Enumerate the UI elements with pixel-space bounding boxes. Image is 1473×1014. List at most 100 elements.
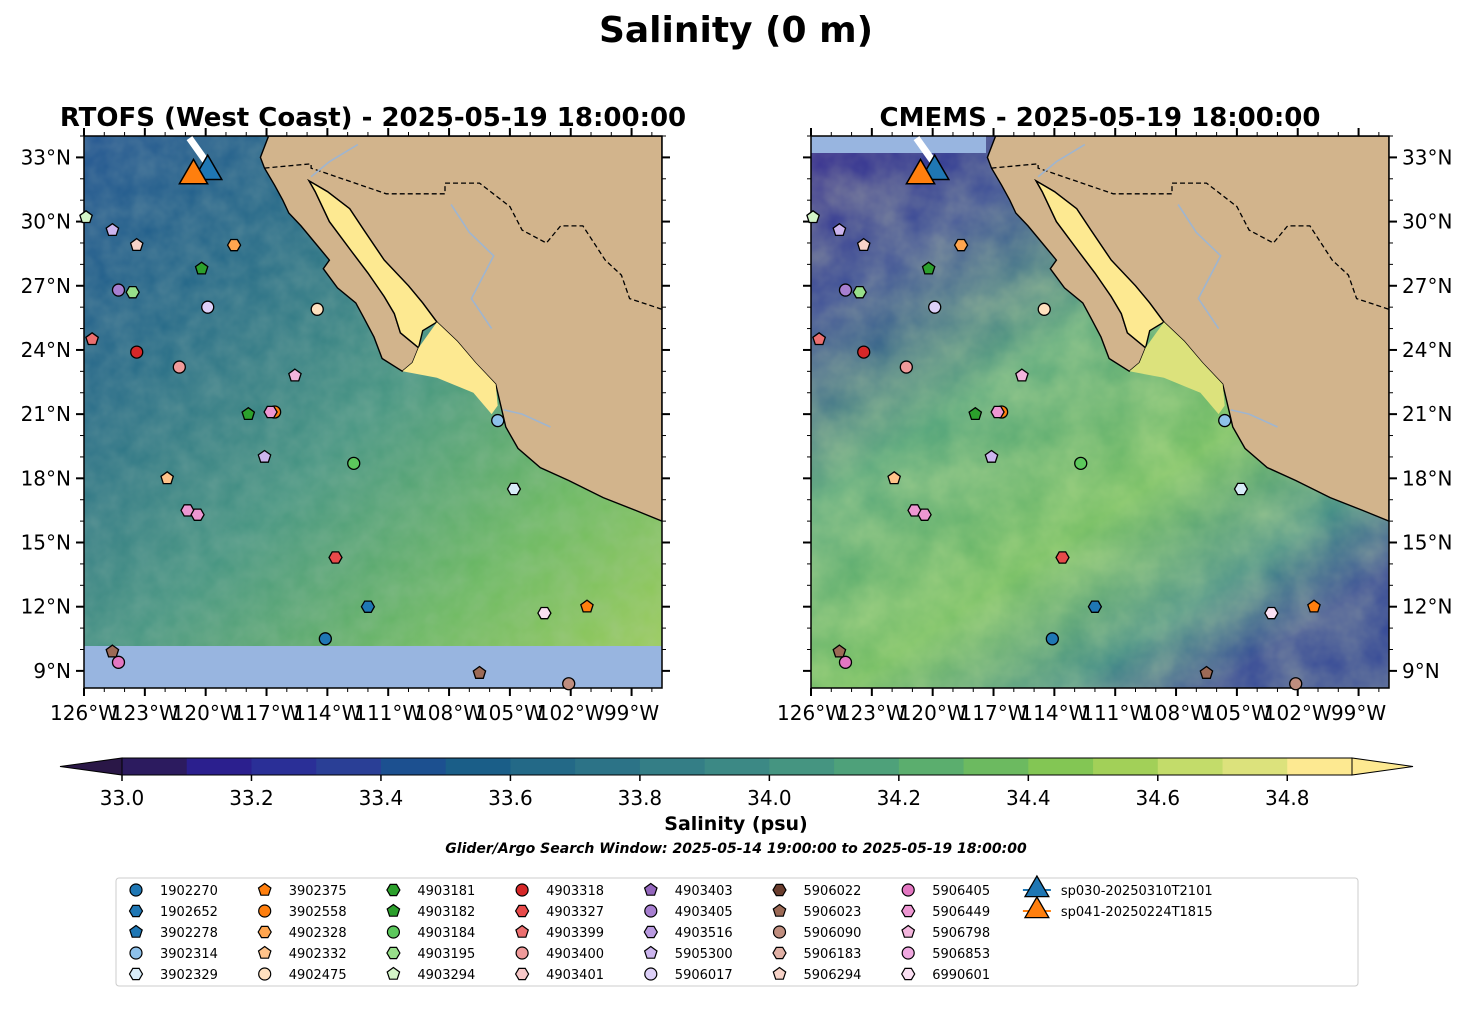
point-4902475-cmems bbox=[1037, 302, 1051, 316]
legend-item-1902652: 1902652 bbox=[128, 904, 218, 920]
legend-item-4903294: 4903294 bbox=[386, 966, 475, 983]
colorbar-bin bbox=[316, 758, 382, 775]
point-3902329-rtofs bbox=[506, 482, 522, 496]
nodata-band-cmems bbox=[811, 136, 986, 153]
colorbar-tick-label: 34.0 bbox=[747, 786, 792, 810]
point-4903195-rtofs bbox=[125, 285, 140, 299]
point-4903318-rtofs bbox=[130, 345, 144, 359]
legend-marker bbox=[386, 903, 401, 917]
x-tick-label-rtofs: 105°W bbox=[476, 701, 544, 725]
x-tick-label-rtofs: 117°W bbox=[233, 701, 301, 725]
point-5906023-cmems bbox=[832, 644, 847, 658]
colorbar-bin bbox=[1222, 758, 1288, 775]
legend-item-5906017: 5906017 bbox=[644, 967, 733, 983]
legend-label: 5906853 bbox=[932, 947, 990, 962]
colorbar-tick-label: 34.6 bbox=[1136, 786, 1181, 810]
legend-label: 5906405 bbox=[932, 884, 990, 899]
point-6990601-cmems bbox=[1264, 606, 1279, 620]
point-4903184-rtofs bbox=[347, 456, 361, 470]
legend-marker bbox=[128, 904, 144, 918]
legend-marker bbox=[386, 883, 401, 897]
land-rtofs bbox=[259, 136, 662, 522]
x-tick-label-cmems: 102°W bbox=[1264, 701, 1332, 725]
point-5906449-rtofs bbox=[190, 508, 205, 521]
legend-label: 5906449 bbox=[932, 905, 990, 920]
point-5906023-rtofs bbox=[472, 665, 487, 679]
gulf-mouth-cmems bbox=[1129, 322, 1225, 415]
panel-cmems: CMEMS - 2025-05-19 18:00:00 126°W123°W12… bbox=[777, 103, 1452, 725]
point-3902375-cmems bbox=[1307, 599, 1321, 613]
point-4903182-rtofs bbox=[241, 406, 256, 421]
colorbar-tick-label: 33.4 bbox=[359, 786, 404, 810]
legend-label: 3902329 bbox=[160, 968, 218, 983]
legend-item-4903399: 4903399 bbox=[515, 924, 604, 941]
y-tick-label-rtofs: 12°N bbox=[21, 595, 71, 619]
point-4903327-cmems bbox=[1055, 551, 1070, 564]
colorbar-tick-label: 34.4 bbox=[1006, 786, 1051, 810]
point-5905300-rtofs bbox=[105, 222, 120, 237]
legend-label: 5906294 bbox=[804, 968, 862, 983]
legend-marker bbox=[386, 946, 401, 960]
legend-marker bbox=[258, 904, 272, 918]
point-5905300-rtofs bbox=[257, 449, 272, 463]
point-5906294-cmems bbox=[856, 237, 871, 252]
point-3902314-cmems bbox=[1218, 413, 1232, 428]
y-tick-label-cmems: 21°N bbox=[1402, 402, 1452, 426]
colorbar: 33.0 33.2 33.4 33.6 33.8 34.0 34.2 34.4 34.6 34.8 bbox=[59, 757, 1414, 810]
colorbar-outline bbox=[121, 757, 1353, 776]
legend-marker bbox=[257, 925, 272, 939]
point-4903400-cmems bbox=[899, 360, 913, 374]
legend-marker bbox=[772, 883, 787, 897]
legend-item-5906798: 5906798 bbox=[901, 924, 990, 941]
legend-item-3902278: 3902278 bbox=[129, 924, 218, 941]
point-4903184-cmems bbox=[1074, 456, 1088, 470]
legend-item-4903182: 4903182 bbox=[386, 903, 475, 920]
x-tick-label-cmems: 123°W bbox=[838, 701, 906, 725]
legend-item-6990601: 6990601 bbox=[901, 967, 990, 983]
x-tick-label-cmems: 126°W bbox=[777, 701, 845, 725]
colorbar-bin bbox=[704, 758, 770, 775]
legend-item-4903318: 4903318 bbox=[515, 883, 604, 899]
y-tick-label-rtofs: 30°N bbox=[21, 210, 71, 234]
point-1902652-cmems bbox=[1087, 600, 1103, 613]
legend-marker bbox=[901, 924, 916, 938]
point-3902375-rtofs bbox=[580, 599, 594, 613]
legend-label: 4903399 bbox=[546, 926, 604, 941]
point-sp041-20250224T1815-rtofs bbox=[178, 157, 209, 185]
gulf-of-california-cmems bbox=[1034, 178, 1165, 350]
colorbar-bin bbox=[380, 758, 447, 775]
legend-label: 4903181 bbox=[417, 884, 475, 899]
point-1902270-rtofs bbox=[318, 632, 332, 646]
colorbar-bin bbox=[1157, 758, 1224, 775]
legend-label: 5906798 bbox=[932, 926, 990, 941]
point-4903182-cmems bbox=[968, 406, 983, 421]
legend-marker bbox=[258, 967, 272, 981]
colorbar-extend-high bbox=[1351, 757, 1414, 776]
y-tick-label-cmems: 27°N bbox=[1402, 274, 1452, 298]
legend-label: 3902314 bbox=[160, 947, 218, 962]
gulf-of-california-rtofs bbox=[307, 178, 438, 350]
legend-item-3902329: 3902329 bbox=[128, 967, 218, 983]
y-tick-label-rtofs: 15°N bbox=[21, 531, 71, 555]
legend-item-4902332: 4902332 bbox=[257, 945, 347, 962]
x-tick-label-rtofs: 120°W bbox=[172, 701, 240, 725]
figure-title: Salinity (0 m) bbox=[599, 10, 873, 51]
colorbar-bin bbox=[769, 758, 835, 775]
legend-label: 1902652 bbox=[160, 905, 218, 920]
y-tick-label-cmems: 30°N bbox=[1402, 210, 1452, 234]
legend-label: 5906090 bbox=[804, 926, 862, 941]
colorbar-bin bbox=[122, 758, 188, 775]
point-5906449-rtofs bbox=[263, 405, 278, 419]
x-tick-label-cmems: 99°W bbox=[1331, 701, 1386, 725]
point-4903399-rtofs bbox=[85, 331, 100, 346]
legend-frame bbox=[115, 877, 1359, 987]
point-3902329-cmems bbox=[1233, 482, 1249, 496]
point-5906023-rtofs bbox=[105, 644, 120, 658]
point-4903195-cmems bbox=[852, 285, 867, 299]
panel-rtofs: RTOFS (West Coast) - 2025-05-19 18:00:00… bbox=[21, 103, 687, 725]
legend-marker bbox=[901, 946, 915, 960]
point-4903405-rtofs bbox=[111, 283, 126, 297]
search-window-text: Glider/Argo Search Window: 2025-05-14 19… bbox=[445, 841, 1027, 857]
river-rtofs-2 bbox=[503, 409, 551, 428]
legend-item-5906022: 5906022 bbox=[772, 883, 861, 899]
